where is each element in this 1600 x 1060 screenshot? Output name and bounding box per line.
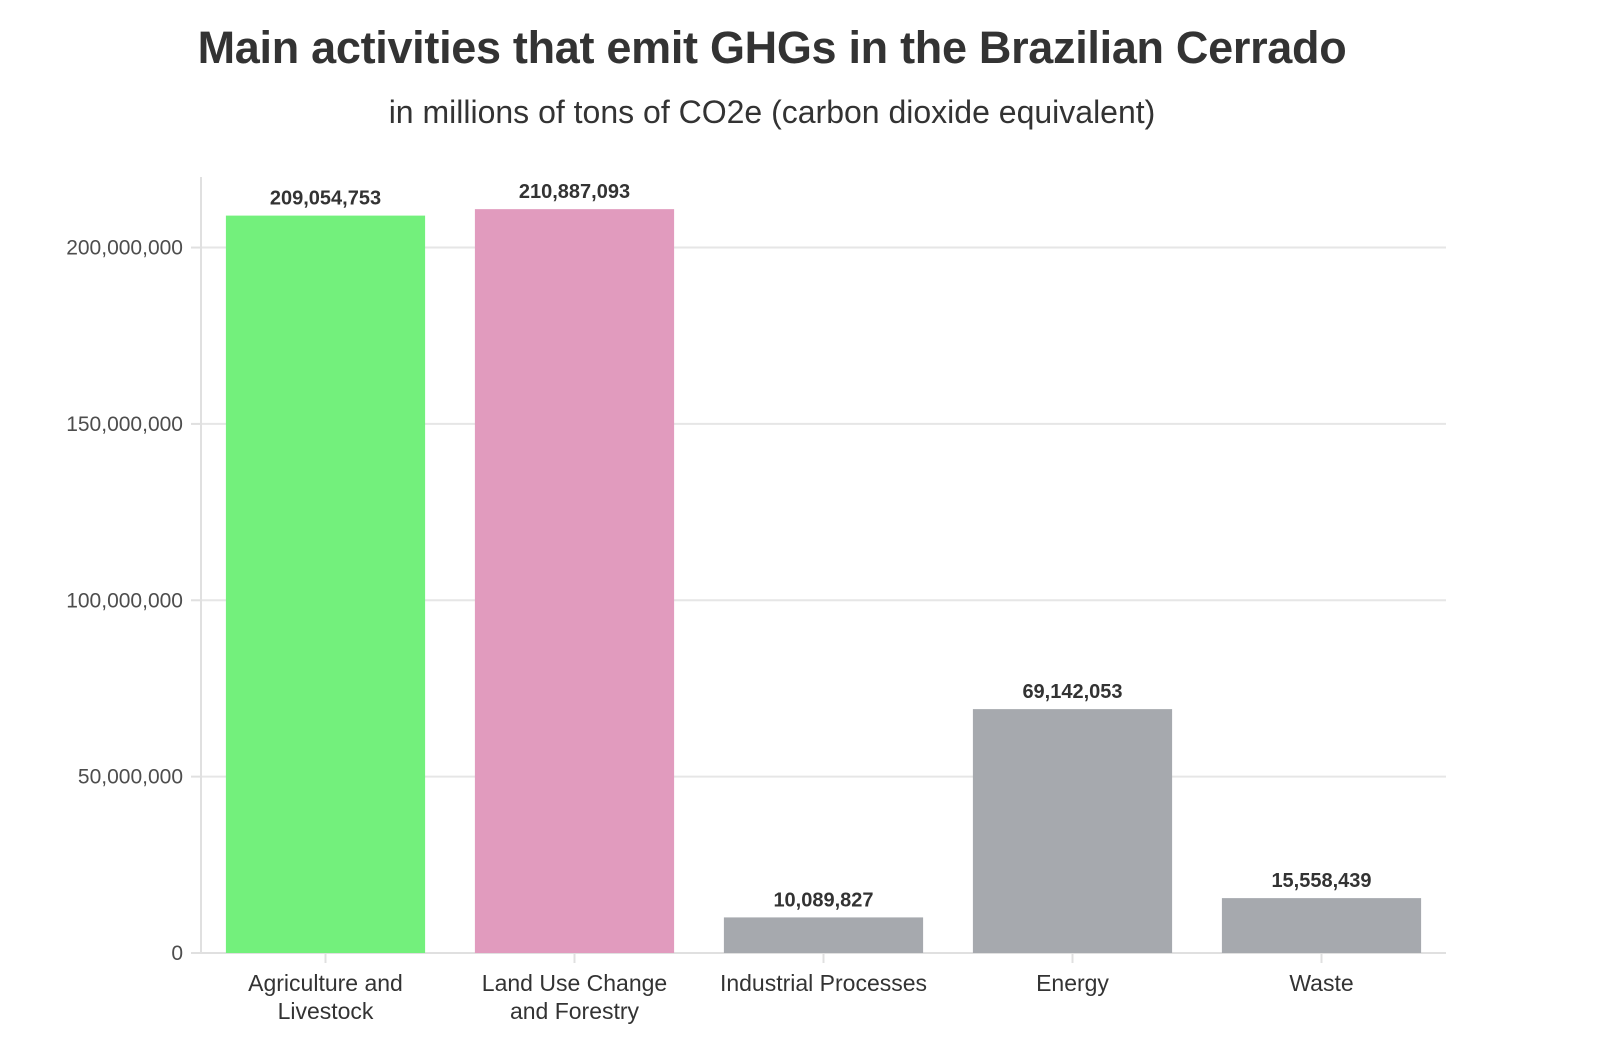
bar [723,917,924,953]
chart-subtitle: in millions of tons of CO2e (carbon diox… [388,94,1156,130]
bar [474,209,675,954]
chart-title: Main activities that emit GHGs in the Br… [197,22,1347,73]
x-category-label-line: Agriculture and [248,970,403,996]
y-tick-label: 200,000,000 [66,237,183,260]
x-category-label-line: and Forestry [510,998,640,1024]
y-tick-label: 0 [171,942,183,965]
bar [225,215,426,953]
y-tick-label: 150,000,000 [66,413,183,436]
bar-value-label: 15,558,439 [1271,870,1371,892]
x-category-label: Land Use Change and Forestry [482,970,667,1024]
x-category-label: Industrial Processes [720,970,927,996]
bar-value-label: 209,054,753 [270,188,381,210]
bar [1221,898,1422,953]
x-category-label-line: Waste [1289,970,1353,996]
bar-value-label: 10,089,827 [773,889,873,911]
bar [972,709,1173,953]
bar-value-label: 69,142,053 [1022,681,1122,703]
x-category-label-line: Livestock [278,998,374,1024]
x-category-label-line: Land Use Change [482,970,667,996]
bar-value-label: 210,887,093 [519,181,630,203]
y-tick-label: 50,000,000 [78,766,183,789]
x-category-label: Agriculture and Livestock [248,970,403,1024]
x-category-label-line: Energy [1036,970,1109,996]
bars [225,209,1422,954]
x-category-label-line: Industrial Processes [720,970,927,996]
labels: 0 50,000,000 100,000,000 150,000,000 200,000… [66,181,1371,1024]
x-category-label: Waste [1289,970,1353,996]
y-tick-label: 100,000,000 [66,589,183,612]
x-category-label: Energy [1036,970,1109,996]
